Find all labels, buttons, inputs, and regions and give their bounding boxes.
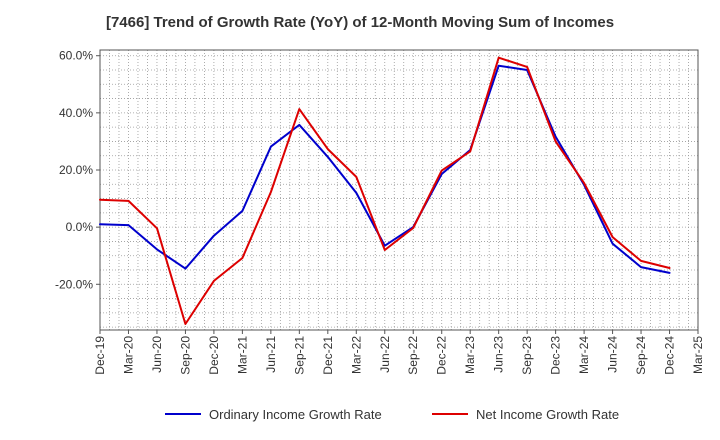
x-tick-label: Sep-24	[634, 336, 648, 375]
x-tick-label: Dec-21	[321, 336, 335, 375]
x-tick-label: Jun-24	[606, 336, 620, 373]
y-tick-label: 0.0%	[66, 220, 94, 234]
x-tick-label: Dec-22	[435, 336, 449, 375]
y-tick-label: 60.0%	[59, 49, 93, 63]
x-tick-label: Sep-21	[292, 336, 306, 375]
x-tick-label: Jun-20	[150, 336, 164, 373]
x-tick-label: Sep-23	[520, 336, 534, 375]
x-tick-label: Mar-25	[691, 336, 705, 374]
x-tick-label: Sep-20	[178, 336, 192, 375]
y-tick-label: -20.0%	[55, 277, 93, 291]
legend-label-2: Net Income Growth Rate	[476, 407, 619, 422]
legend-label-1: Ordinary Income Growth Rate	[209, 407, 382, 422]
x-tick-label: Mar-20	[121, 336, 135, 374]
chart-title: [7466] Trend of Growth Rate (YoY) of 12-…	[105, 14, 615, 31]
x-tick-label: Jun-23	[492, 336, 506, 373]
x-tick-label: Mar-24	[577, 336, 591, 374]
plot-area	[100, 50, 698, 330]
x-tick-label: Jun-21	[264, 336, 278, 373]
x-tick-label: Mar-22	[349, 336, 363, 374]
x-tick-label: Dec-20	[207, 336, 221, 375]
x-tick-label: Jun-22	[378, 336, 392, 373]
x-tick-label: Mar-23	[463, 336, 477, 374]
x-tick-label: Dec-23	[549, 336, 563, 375]
plot-border	[99, 49, 699, 331]
x-tick-label: Sep-22	[406, 336, 420, 375]
y-tick-label: 20.0%	[59, 163, 93, 177]
x-tick-label: Dec-19	[93, 336, 107, 375]
x-tick-label: Mar-21	[235, 336, 249, 374]
y-tick-label: 40.0%	[59, 106, 93, 120]
x-tick-label: Dec-24	[663, 336, 677, 375]
series-line-2	[99, 56, 671, 325]
